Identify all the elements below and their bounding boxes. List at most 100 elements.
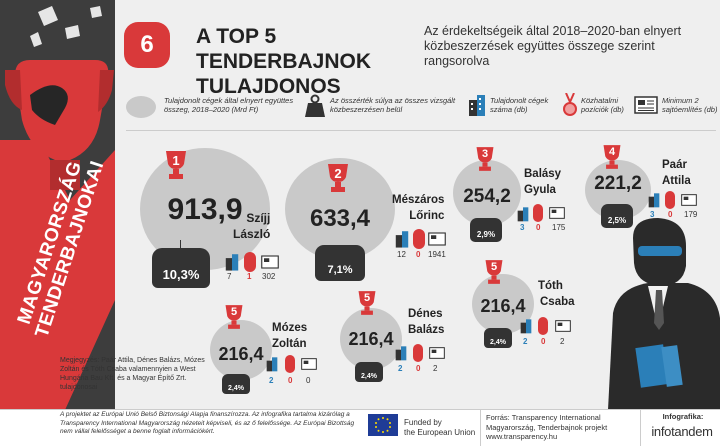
building-icon xyxy=(520,319,532,334)
legend-press: Minimum 2 sajtóemlítés (db) xyxy=(662,96,718,114)
press-count: 175 xyxy=(552,223,566,232)
name-line2: Csaba xyxy=(540,296,575,308)
title-line1: A TOP 5 TENDERBAJNOK xyxy=(196,25,372,73)
positions-count: 0 xyxy=(416,250,421,259)
building-icon xyxy=(517,207,529,222)
name-line1: Szíjj xyxy=(246,211,271,225)
amount-blob-icon xyxy=(126,96,156,118)
weight-icon xyxy=(305,94,325,117)
share-weight: 7,1% xyxy=(315,245,365,281)
medal-icon xyxy=(244,252,256,272)
page-title: A TOP 5 TENDERBAJNOK TULAJDONOS xyxy=(196,24,426,99)
positions-count: 0 xyxy=(536,223,541,232)
building-icon xyxy=(395,231,409,248)
person-name: Tóth Csaba xyxy=(538,278,575,310)
medal-icon xyxy=(413,229,425,249)
amount-value: 221,2 xyxy=(594,173,642,194)
chapter-number: 6 xyxy=(140,31,154,58)
name-line2: Attila xyxy=(662,175,691,187)
person-name: Paár Attila xyxy=(662,157,691,189)
amount-value: 254,2 xyxy=(463,186,511,207)
funded-by: Funded by the European Union xyxy=(404,418,475,438)
amount-value: 216,4 xyxy=(348,329,394,349)
legend-positions: Közhatalmi pozíciók (db) xyxy=(581,96,624,114)
trophy-icon xyxy=(603,145,621,169)
trophy-icon xyxy=(485,260,503,284)
press-count: 0 xyxy=(306,376,311,385)
trophy-icon xyxy=(225,305,243,329)
footer xyxy=(0,409,720,446)
press-count: 302 xyxy=(262,272,276,281)
legend: Tulajdonolt cégek által elnyert együttes… xyxy=(126,92,717,124)
building-icon xyxy=(225,254,239,271)
footer-divider xyxy=(640,409,641,446)
funded-line2: the European Union xyxy=(404,428,476,437)
funded-line1: Funded by xyxy=(404,418,442,427)
building-icon xyxy=(395,346,407,361)
share-weight: 2,4% xyxy=(484,328,512,348)
name-line1: Mózes xyxy=(272,322,308,334)
rank-badge: 5 xyxy=(363,292,371,304)
companies-count: 12 xyxy=(397,250,406,259)
footer-divider xyxy=(480,409,481,446)
name-line1: Balásy xyxy=(524,168,562,180)
name-line1: Paár xyxy=(662,159,687,171)
businessman-illustration xyxy=(608,218,720,410)
newspaper-icon xyxy=(549,207,565,219)
medal-icon xyxy=(563,93,577,116)
companies-count: 3 xyxy=(650,210,655,219)
press-count: 2 xyxy=(433,364,438,373)
person-name: Mészáros Lőrinc xyxy=(392,192,444,224)
footer-source: Forrás: Transparency International Magya… xyxy=(486,413,608,441)
share-weight: 2,5% xyxy=(601,204,633,228)
positions-count: 0 xyxy=(416,364,421,373)
name-line2: Balázs xyxy=(408,324,445,336)
person-name: Dénes Balázs xyxy=(408,306,444,338)
share-weight: 10,3% xyxy=(152,248,210,288)
building-icon xyxy=(266,357,278,372)
companies-count: 3 xyxy=(520,223,525,232)
credit-label: Infografika: xyxy=(662,412,704,421)
eu-flag-icon xyxy=(368,414,398,436)
person-name: Szíjj László xyxy=(233,210,270,242)
medal-icon xyxy=(285,355,295,373)
trophy-icon xyxy=(476,147,494,171)
trophy-icon xyxy=(328,164,348,192)
amount-blob xyxy=(340,308,402,370)
footnote: Megjegyzés: Paár Attila, Dénes Balázs, M… xyxy=(60,357,205,391)
page-subtitle: Az érdekeltségeik által 2018–2020-ban el… xyxy=(424,24,682,68)
press-count: 2 xyxy=(560,337,565,346)
companies-count: 7 xyxy=(227,272,232,281)
newspaper-icon xyxy=(681,194,697,206)
title-line2: TULAJDONOS xyxy=(196,75,341,98)
rank-badge: 3 xyxy=(481,148,489,160)
legend-weight: Az összérték súlya az összes vizsgált kö… xyxy=(330,96,456,114)
amount-value: 913,9 xyxy=(167,193,243,226)
name-line1: Tóth xyxy=(538,280,563,292)
trophy-icon xyxy=(358,291,376,315)
medal-icon xyxy=(538,317,548,335)
rank-badge: 1 xyxy=(172,153,180,168)
newspaper-icon xyxy=(634,96,658,114)
name-line2: Gyula xyxy=(524,184,556,196)
rank-badge: 5 xyxy=(490,261,498,273)
positions-count: 0 xyxy=(668,210,673,219)
name-line1: Mészáros xyxy=(392,194,445,206)
amount-value: 216,4 xyxy=(480,296,526,316)
trophy-illustration xyxy=(0,0,115,410)
companies-count: 2 xyxy=(269,376,274,385)
medal-icon xyxy=(665,191,675,209)
positions-count: 0 xyxy=(288,376,293,385)
rank-badge: 5 xyxy=(230,306,238,318)
building-icon xyxy=(648,193,660,208)
chapter-number-badge: 6 xyxy=(124,22,170,68)
amount-value: 633,4 xyxy=(309,205,371,232)
name-line2: László xyxy=(233,227,271,241)
share-weight: 2,9% xyxy=(470,218,502,242)
newspaper-icon xyxy=(428,232,446,246)
share-weight: 2,4% xyxy=(355,362,383,382)
newspaper-icon xyxy=(301,358,317,370)
name-line2: Zoltán xyxy=(272,338,307,350)
companies-count: 2 xyxy=(398,364,403,373)
